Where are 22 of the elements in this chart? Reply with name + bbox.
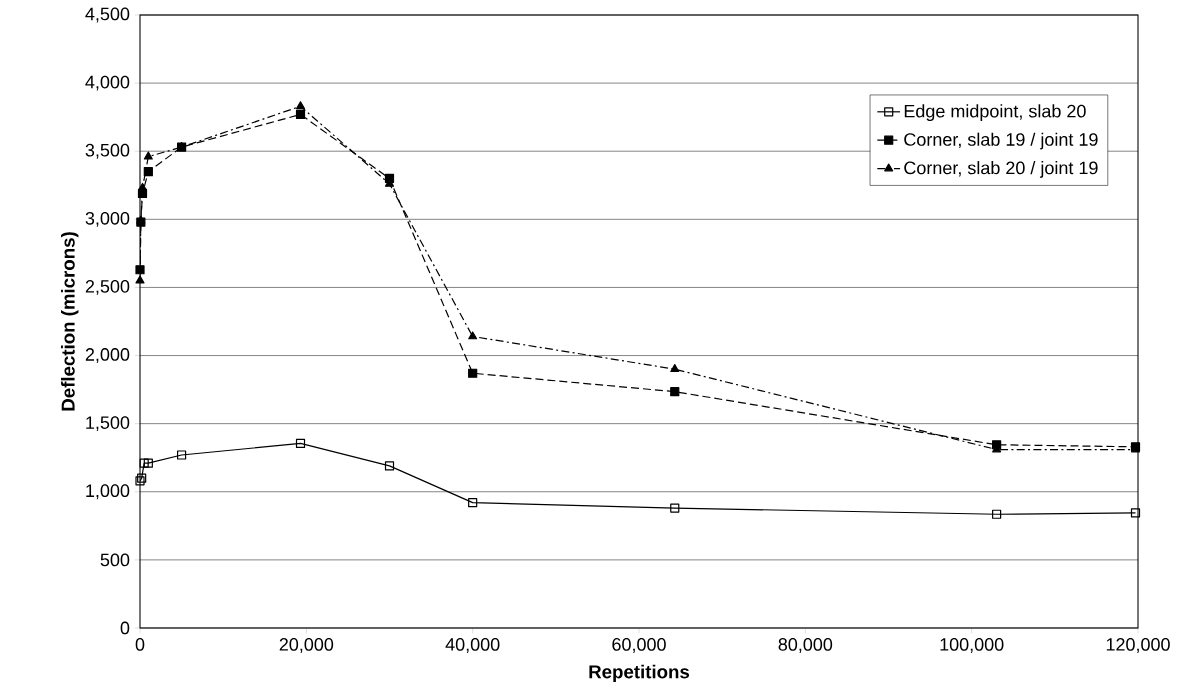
x-tick-label: 0 <box>135 638 145 651</box>
x-tick-label: 120,000 <box>1106 638 1170 653</box>
y-tick-label: 1,000 <box>86 484 130 500</box>
x-tick-label: 80,000 <box>778 638 833 653</box>
y-tick-label: 3,000 <box>85 211 130 227</box>
y-axis-title: Deflection (microns) <box>61 232 79 411</box>
y-tick-label: 1,500 <box>86 416 130 432</box>
y-tick-label: 2,500 <box>85 280 130 295</box>
x-tick-label: 60,000 <box>612 638 666 653</box>
x-tick-label: 40,000 <box>445 638 500 653</box>
legend-label: Corner, slab 19 / joint 19 <box>904 132 1098 150</box>
y-tick-label: 4,500 <box>85 7 130 23</box>
y-tick-label: 0 <box>120 621 130 635</box>
x-axis-title: Repetitions <box>589 664 690 683</box>
legend-label: Edge midpoint, slab 20 <box>904 104 1086 122</box>
x-tick-label: 100,000 <box>940 638 1004 653</box>
legend-label: Corner, slab 20 / joint 19 <box>904 161 1098 178</box>
y-tick-label: 3,500 <box>85 143 130 159</box>
x-tick-label: 20,000 <box>279 638 334 653</box>
y-tick-label: 2,000 <box>85 348 130 363</box>
y-tick-label: 4,000 <box>85 75 130 91</box>
y-tick-label: 500 <box>100 553 130 567</box>
